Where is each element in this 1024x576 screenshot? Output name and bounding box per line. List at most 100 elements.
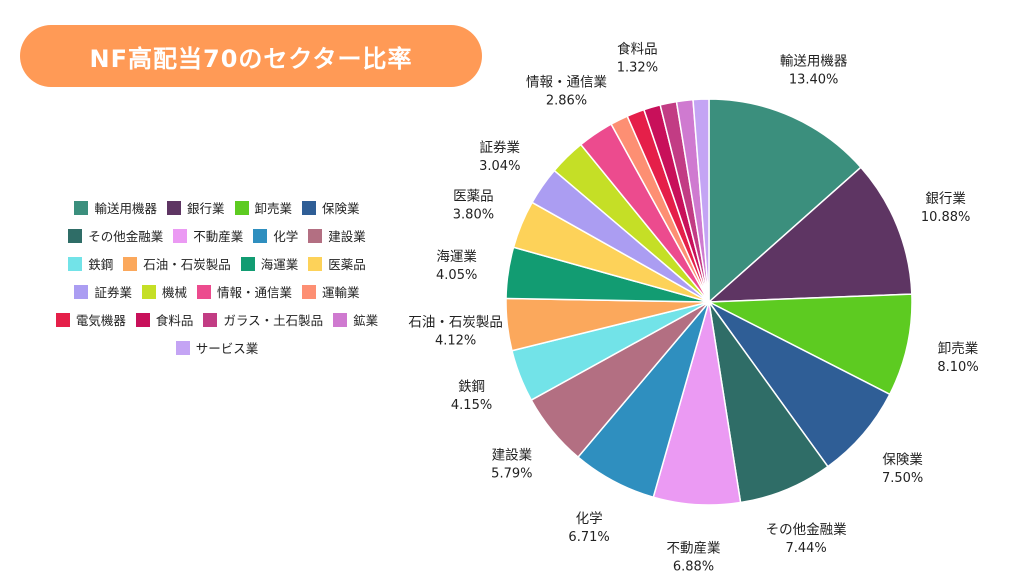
slice-label: 石油・石炭製品 xyxy=(408,315,503,331)
pie-slice xyxy=(708,301,829,504)
legend-swatch xyxy=(308,228,323,243)
legend-item: 食料品 xyxy=(135,310,194,329)
legend-item: 医薬品 xyxy=(308,254,366,273)
legend-item: その他金融業 xyxy=(68,226,163,245)
slice-value-label: 8.10% xyxy=(937,360,978,375)
legend-label: 銀行業 xyxy=(186,201,225,216)
slice-value-label: 4.05% xyxy=(436,268,477,283)
legend-item: 機械 xyxy=(141,282,187,301)
slice-label: 不動産業 xyxy=(666,541,720,557)
pie-slice xyxy=(708,98,862,304)
legend: 輸送用機器 銀行業 卸売業 保険業その他金融業 不動産業 化学 建設業鉄鋼 石油・石炭製品 海運… xyxy=(42,198,392,357)
legend-label: 鉄鋼 xyxy=(88,257,114,272)
legend-label: サービス業 xyxy=(195,341,259,356)
legend-label: 医薬品 xyxy=(328,257,366,272)
legend-item: 石油・石炭製品 xyxy=(123,254,231,273)
legend-label: 鉱業 xyxy=(353,313,379,328)
legend-label: 電気機器 xyxy=(75,313,126,328)
slice-value-label: 13.40% xyxy=(789,72,839,87)
slice-value-label: 4.15% xyxy=(451,398,492,413)
legend-item: 銀行業 xyxy=(166,198,225,217)
legend-swatch xyxy=(55,312,70,327)
legend-item: 卸売業 xyxy=(234,198,293,217)
legend-item: 保険業 xyxy=(302,198,360,217)
legend-label: 石油・石炭製品 xyxy=(143,257,231,272)
legend-item: 証券業 xyxy=(74,282,132,301)
legend-label: 化学 xyxy=(273,229,299,244)
slice-label: 鉄鋼 xyxy=(458,379,485,395)
slice-label: 建設業 xyxy=(492,448,533,464)
legend-item: ガラス・土石製品 xyxy=(203,310,323,329)
slice-value-label: 5.79% xyxy=(491,467,532,482)
legend-label: 海運業 xyxy=(260,257,299,272)
legend-swatch xyxy=(173,228,188,243)
slice-value-label: 2.86% xyxy=(546,94,587,109)
legend-swatch xyxy=(240,256,255,271)
slice-value-label: 7.50% xyxy=(882,471,923,486)
slice-value-label: 7.44% xyxy=(785,541,826,556)
slice-label: 化学 xyxy=(576,511,603,527)
legend-item: サービス業 xyxy=(175,338,259,357)
legend-swatch xyxy=(135,312,150,327)
legend-label: 運輸業 xyxy=(322,285,360,300)
legend-item: 運輸業 xyxy=(302,282,360,301)
chart-title: NF高配当70のセクター比率 xyxy=(20,25,482,87)
pie-slice xyxy=(706,166,913,303)
legend-swatch xyxy=(197,284,211,299)
slice-label: 卸売業 xyxy=(938,341,979,357)
legend-swatch xyxy=(203,312,218,327)
legend-label: 建設業 xyxy=(328,229,366,244)
legend-swatch xyxy=(302,284,317,299)
legend-label: 食料品 xyxy=(155,313,194,328)
slice-label: 証券業 xyxy=(480,140,521,156)
slice-label: 保険業 xyxy=(882,452,923,468)
slice-label: 食料品 xyxy=(617,40,658,57)
slice-label: 輸送用機器 xyxy=(780,53,848,69)
legend-label: 証券業 xyxy=(94,285,132,300)
legend-item: 建設業 xyxy=(308,226,366,245)
slice-label: 銀行業 xyxy=(925,191,966,207)
legend-label: 卸売業 xyxy=(254,201,293,216)
legend-item: 鉱業 xyxy=(333,310,378,329)
legend-swatch xyxy=(175,340,190,355)
legend-item: 鉄鋼 xyxy=(68,254,113,273)
legend-label: 情報・通信業 xyxy=(217,285,293,300)
slice-label: 医薬品 xyxy=(453,188,494,204)
legend-swatch xyxy=(308,256,323,271)
slice-value-label: 3.04% xyxy=(479,159,520,174)
legend-swatch xyxy=(74,284,89,299)
legend-label: 保険業 xyxy=(322,201,360,216)
slice-value-label: 1.32% xyxy=(617,60,658,75)
slice-label: 海運業 xyxy=(436,249,477,265)
slice-value-label: 3.80% xyxy=(453,207,494,222)
legend-swatch xyxy=(302,200,317,215)
legend-item: 輸送用機器 xyxy=(74,198,157,217)
legend-item: 情報・通信業 xyxy=(197,282,292,301)
slice-value-label: 10.88% xyxy=(921,210,971,225)
pie-slice xyxy=(706,293,913,396)
legend-label: 不動産業 xyxy=(193,229,244,244)
legend-label: 機械 xyxy=(161,285,187,300)
legend-swatch xyxy=(123,256,138,271)
legend-label: その他金融業 xyxy=(88,229,164,244)
legend-swatch xyxy=(333,312,348,327)
slice-value-label: 6.88% xyxy=(673,560,714,575)
legend-label: 輸送用機器 xyxy=(94,201,157,216)
pie-slice xyxy=(708,301,891,468)
legend-swatch xyxy=(68,256,83,271)
slice-value-label: 4.12% xyxy=(435,334,476,349)
legend-swatch xyxy=(234,200,249,215)
legend-item: 化学 xyxy=(253,226,298,245)
pie-slice xyxy=(692,98,710,303)
slice-label: その他金融業 xyxy=(766,522,847,538)
legend-swatch xyxy=(141,284,156,299)
slice-value-label: 6.71% xyxy=(568,530,609,545)
legend-swatch xyxy=(74,200,89,215)
legend-swatch xyxy=(166,200,181,215)
legend-swatch xyxy=(68,228,83,243)
legend-item: 電気機器 xyxy=(55,310,126,329)
legend-item: 海運業 xyxy=(240,254,299,273)
legend-swatch xyxy=(253,228,268,243)
slice-label: 情報・通信業 xyxy=(526,75,607,91)
